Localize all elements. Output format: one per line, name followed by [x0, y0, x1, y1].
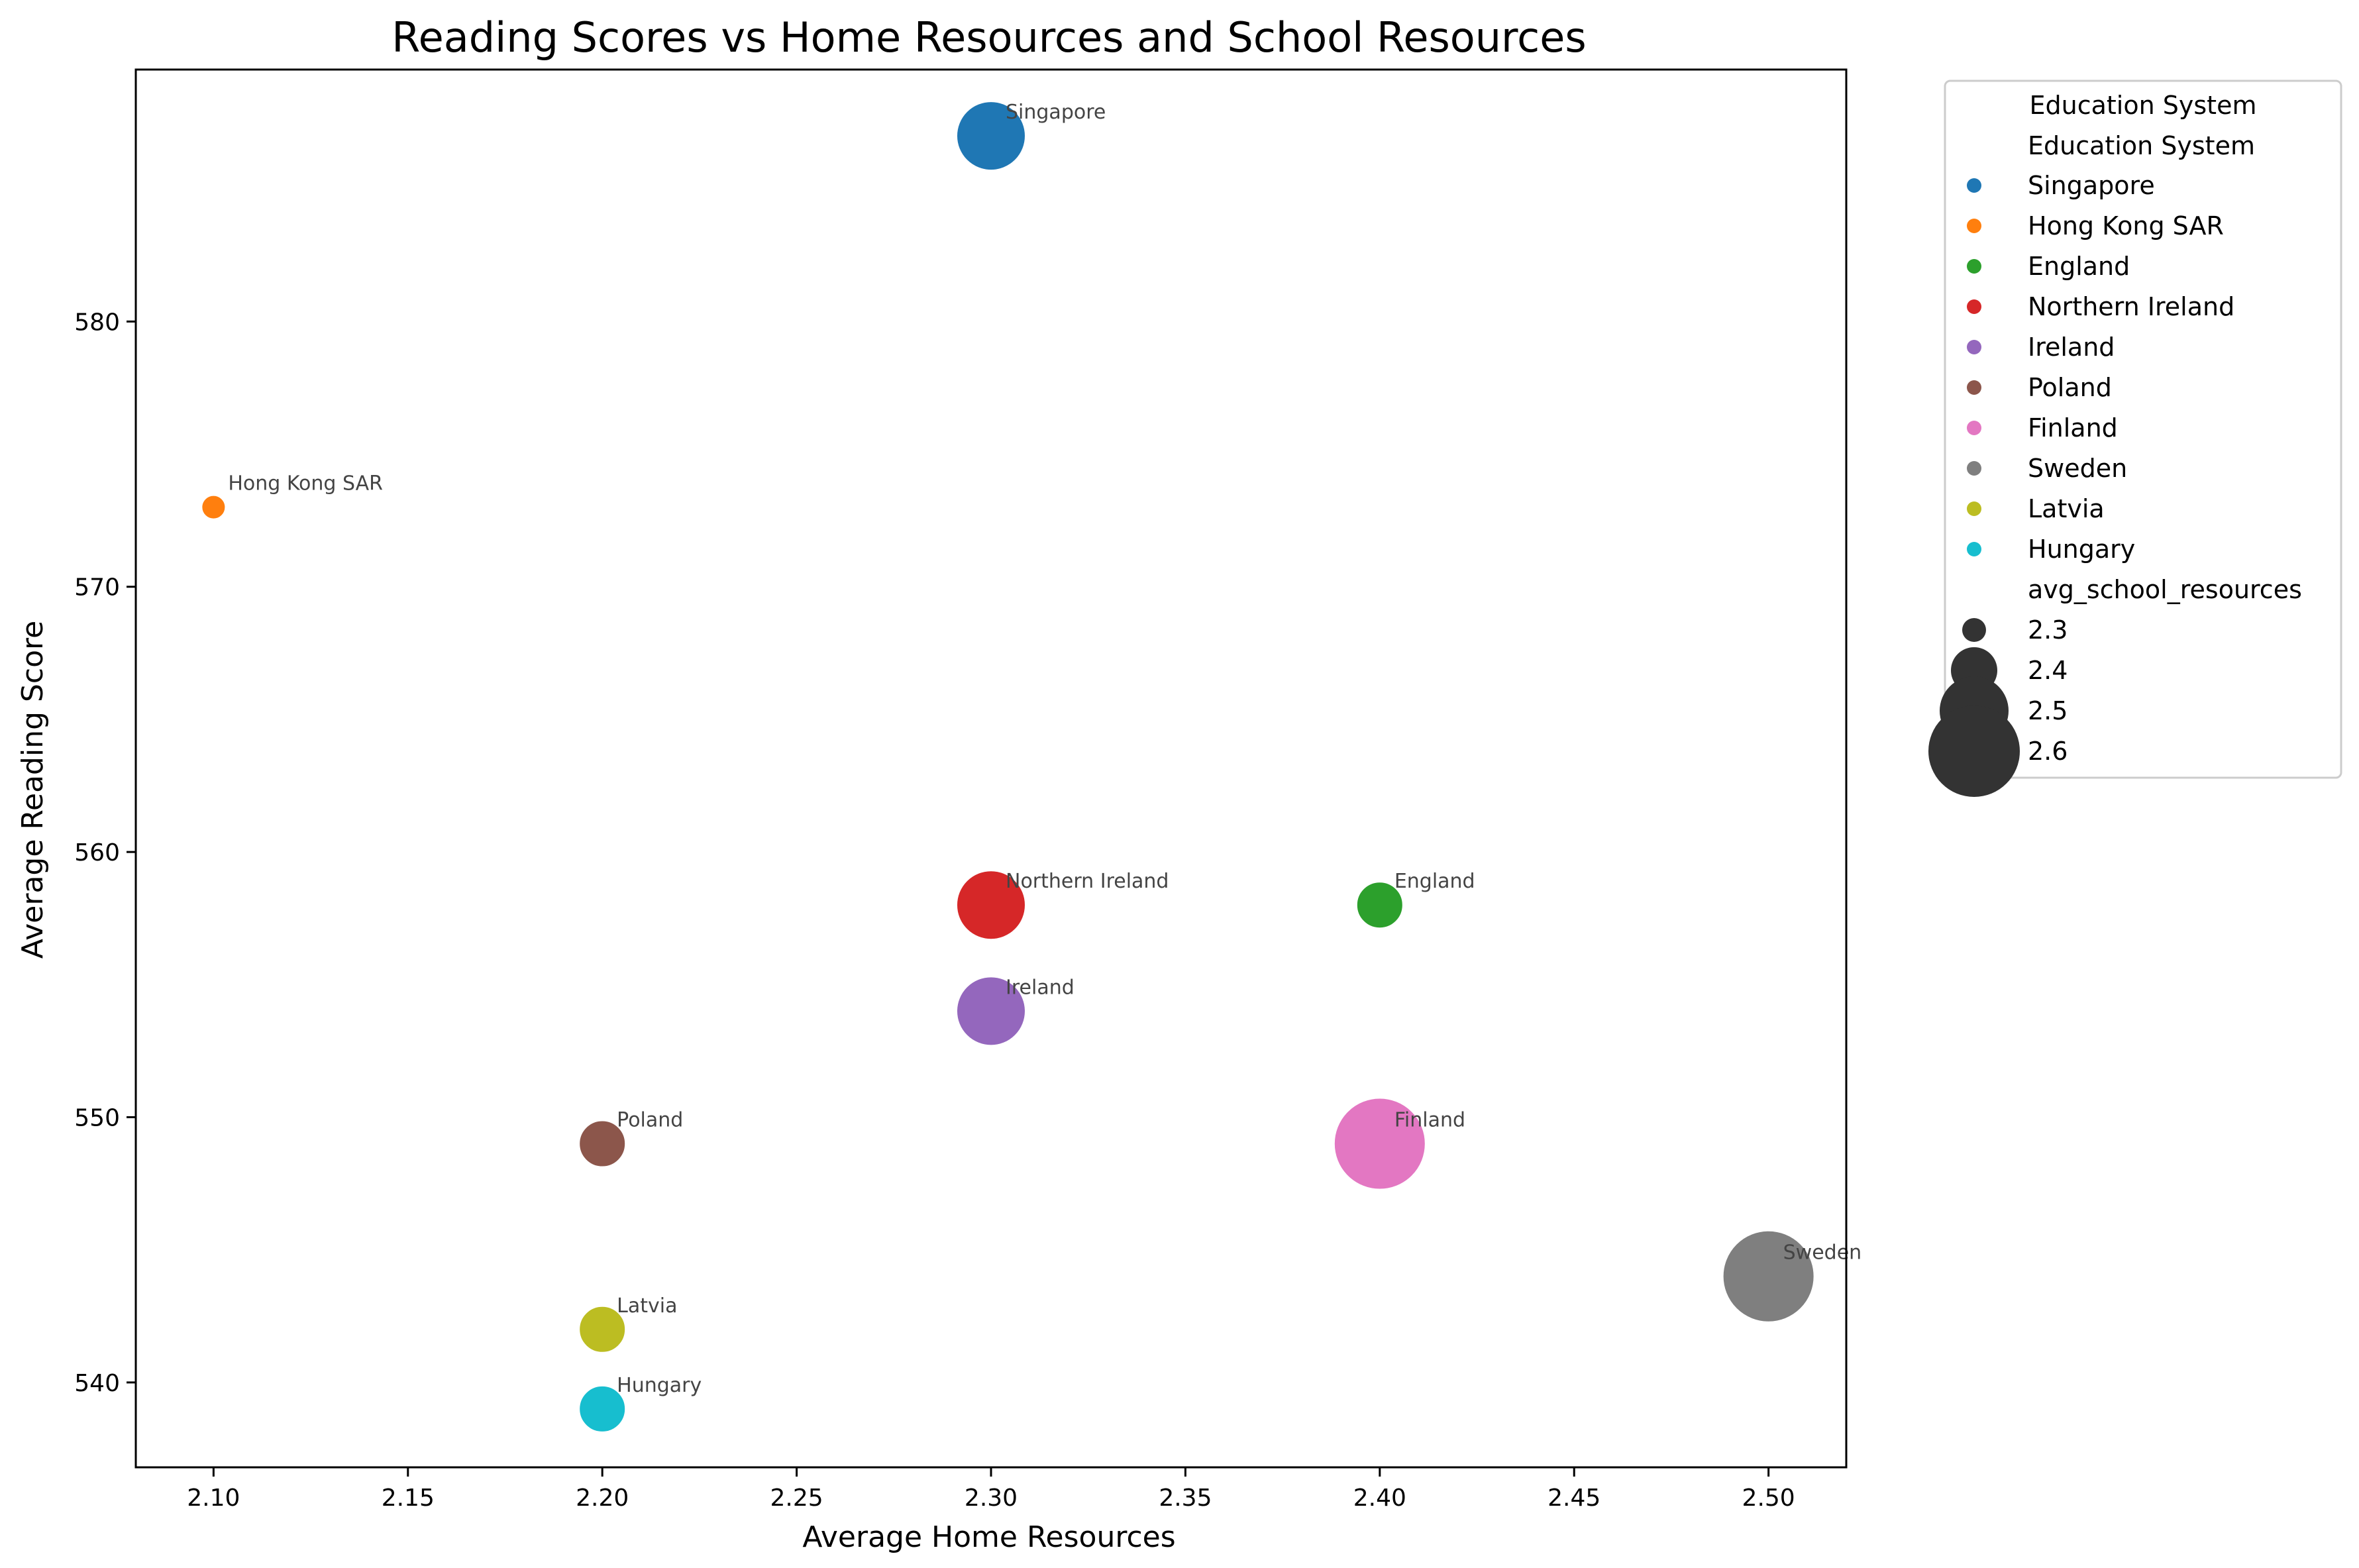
legend-marker: [1967, 380, 1981, 395]
plot-frame: [134, 68, 1848, 1469]
point-label: England: [1394, 870, 1475, 893]
x-tick-label: 2.15: [382, 1485, 435, 1512]
y-axis-title: Average Reading Score: [16, 621, 50, 959]
legend-label: Sweden: [2028, 454, 2127, 483]
point-label: Sweden: [1783, 1241, 1862, 1265]
point-label: Latvia: [617, 1294, 677, 1318]
point-label: Hong Kong SAR: [228, 472, 383, 496]
legend-size-marker: [1928, 706, 2020, 797]
legend-label: England: [2028, 252, 2130, 281]
legend-marker: [1967, 299, 1981, 314]
data-point: [956, 870, 1026, 941]
data-point: [201, 494, 227, 520]
data-point: [1333, 1097, 1426, 1190]
y-tick-label: 570: [74, 574, 120, 601]
legend-marker: [1967, 542, 1981, 556]
point-label: Poland: [617, 1109, 683, 1132]
legend-label: Finland: [2028, 413, 2118, 443]
legend-label: Latvia: [2028, 494, 2105, 523]
x-axis-title: Average Home Resources: [802, 1520, 1175, 1554]
y-tick-label: 550: [74, 1104, 120, 1131]
y-tick-label: 540: [74, 1370, 120, 1397]
point-label: Northern Ireland: [1006, 870, 1169, 893]
legend-marker: [1967, 178, 1981, 193]
plot-area: 2.10 2.15 2.20 2.25 2.30 2.35 2.40 2.45 2.50 540 5…: [74, 68, 1862, 1512]
data-point: [1722, 1229, 1815, 1323]
x-tick-label: 2.40: [1353, 1485, 1406, 1512]
y-tick-label: 560: [74, 839, 120, 866]
legend-marker: [1967, 461, 1981, 476]
legend-marker: [1967, 259, 1981, 274]
legend-marker: [1967, 501, 1981, 516]
legend-size-label: 2.3: [2028, 615, 2068, 645]
data-point: [578, 1305, 627, 1353]
x-tick-label: 2.20: [576, 1485, 629, 1512]
legend-hue-title: Education System: [2028, 131, 2255, 160]
data-point: [578, 1385, 627, 1433]
x-tick-label: 2.50: [1742, 1485, 1795, 1512]
data-point: [956, 976, 1026, 1047]
data-point: [1355, 881, 1404, 929]
legend-marker: [1967, 219, 1981, 233]
data-point: [956, 101, 1026, 172]
legend-label: Northern Ireland: [2028, 292, 2234, 321]
x-tick-label: 2.10: [187, 1485, 240, 1512]
legend-label: Ireland: [2028, 333, 2115, 362]
legend-label: Poland: [2028, 373, 2112, 402]
legend-frame: [1944, 79, 2342, 779]
data-point: [578, 1120, 627, 1168]
legend-label: Hungary: [2028, 535, 2135, 564]
legend-size-label: 2.5: [2028, 696, 2068, 725]
y-tick-label: 580: [74, 309, 120, 336]
chart-title: Reading Scores vs Home Resources and Sch…: [392, 13, 1586, 62]
legend-title: Education System: [2030, 91, 2257, 120]
legend-label: Singapore: [2028, 171, 2155, 200]
legend-marker: [1967, 421, 1981, 435]
x-tick-label: 2.45: [1547, 1485, 1600, 1512]
point-label: Finland: [1394, 1109, 1465, 1132]
point-label: Singapore: [1006, 101, 1106, 124]
point-label: Hungary: [617, 1374, 702, 1397]
x-tick-label: 2.30: [965, 1485, 1018, 1512]
x-tick-label: 2.25: [770, 1485, 823, 1512]
legend-label: Hong Kong SAR: [2028, 211, 2224, 240]
legend-size-label: 2.6: [2028, 737, 2068, 766]
legend-marker: [1967, 340, 1981, 354]
legend-size-title: avg_school_resources: [2028, 575, 2302, 604]
x-tick-label: 2.35: [1159, 1485, 1212, 1512]
legend-size-label: 2.4: [2028, 656, 2068, 685]
legend-size-marker: [1962, 618, 1986, 642]
point-label: Ireland: [1006, 976, 1075, 999]
legend: Education System Education System Singap…: [1928, 79, 2342, 797]
